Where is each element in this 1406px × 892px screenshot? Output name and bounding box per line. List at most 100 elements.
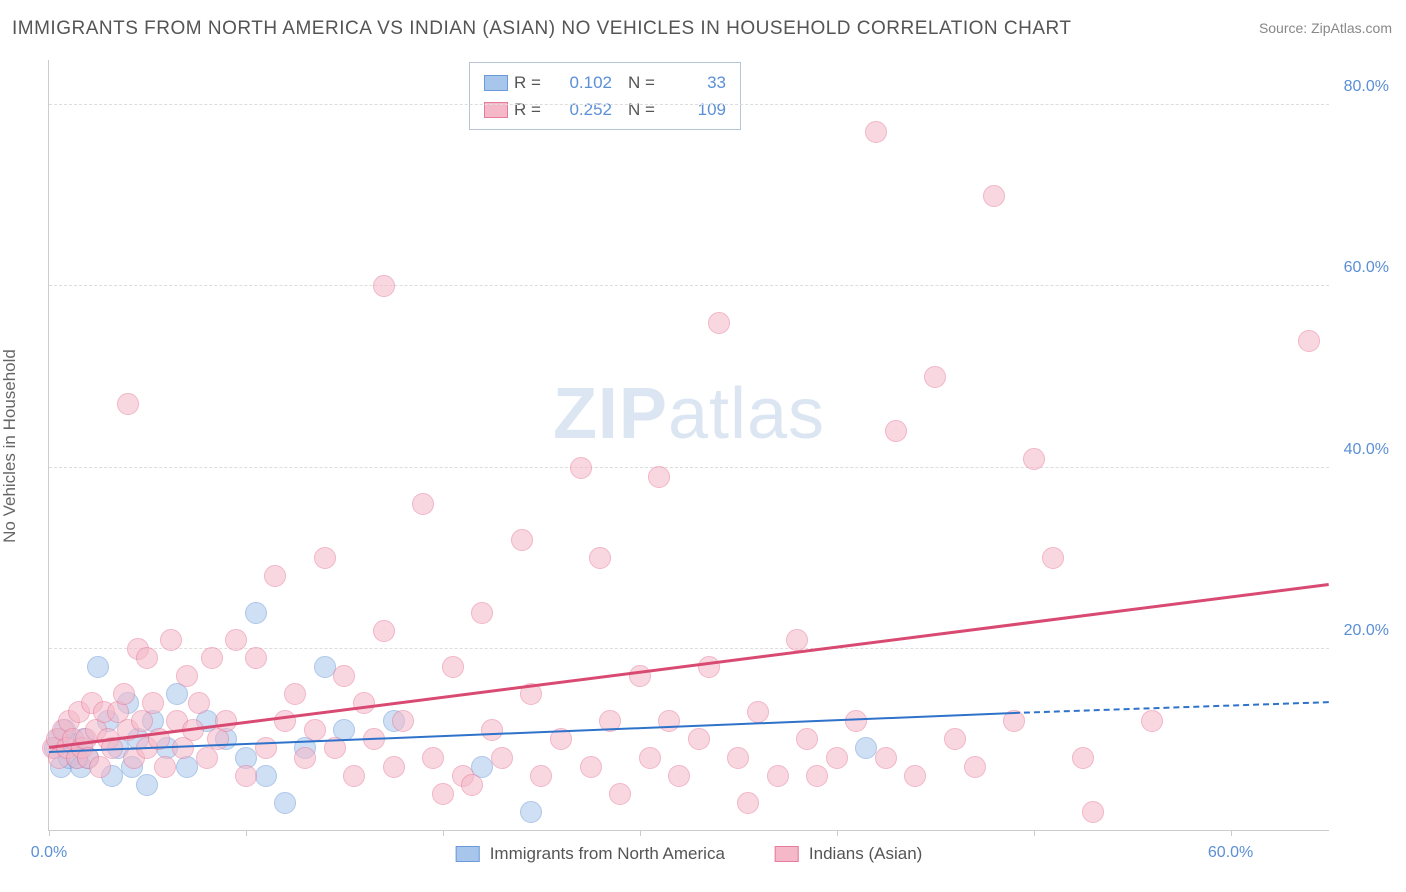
data-point [188, 692, 210, 714]
data-point [87, 656, 109, 678]
data-point [225, 629, 247, 651]
legend-row: R =0.102N =33 [484, 69, 726, 96]
source-attribution: Source: ZipAtlas.com [1259, 20, 1392, 36]
data-point [826, 747, 848, 769]
data-point [264, 565, 286, 587]
data-point [136, 647, 158, 669]
data-point [796, 728, 818, 750]
data-point [255, 737, 277, 759]
x-tick [443, 830, 444, 836]
data-point [201, 647, 223, 669]
data-point [176, 665, 198, 687]
legend-item: Immigrants from North America [456, 844, 725, 864]
legend-swatch [775, 846, 799, 862]
data-point [245, 602, 267, 624]
data-point [668, 765, 690, 787]
data-point [314, 656, 336, 678]
data-point [304, 719, 326, 741]
legend-swatch [484, 75, 508, 91]
data-point [1072, 747, 1094, 769]
legend-n-label: N = [628, 96, 662, 123]
data-point [855, 737, 877, 759]
source-label: Source: [1259, 20, 1307, 36]
watermark-bold: ZIP [553, 374, 668, 454]
legend-r-label: R = [514, 96, 548, 123]
y-tick-label: 80.0% [1344, 78, 1389, 96]
data-point [609, 783, 631, 805]
data-point [373, 620, 395, 642]
data-point [885, 420, 907, 442]
data-point [284, 683, 306, 705]
chart-title: IMMIGRANTS FROM NORTH AMERICA VS INDIAN … [12, 18, 1072, 40]
scatter-chart: ZIPatlas R =0.102N =33R =0.252N =109 Imm… [48, 60, 1329, 831]
x-tick [640, 830, 641, 836]
legend-n-value: 33 [668, 69, 726, 96]
x-tick [49, 830, 50, 836]
data-point [117, 393, 139, 415]
data-point [1042, 547, 1064, 569]
data-point [154, 756, 176, 778]
data-point [698, 656, 720, 678]
x-tick [1231, 830, 1232, 836]
legend-r-value: 0.102 [554, 69, 612, 96]
trend-line [49, 583, 1329, 749]
data-point [639, 747, 661, 769]
data-point [353, 692, 375, 714]
data-point [865, 121, 887, 143]
data-point [255, 765, 277, 787]
data-point [113, 683, 135, 705]
data-point [767, 765, 789, 787]
data-point [1141, 710, 1163, 732]
data-point [658, 710, 680, 732]
legend-item: Indians (Asian) [775, 844, 922, 864]
legend-row: R =0.252 N =109 [484, 96, 726, 123]
data-point [392, 710, 414, 732]
x-tick [1034, 830, 1035, 836]
data-point [471, 602, 493, 624]
legend-swatch [456, 846, 480, 862]
data-point [343, 765, 365, 787]
data-point [491, 747, 513, 769]
data-point [589, 547, 611, 569]
data-point [1298, 330, 1320, 352]
data-point [432, 783, 454, 805]
x-tick-label: 60.0% [1208, 844, 1253, 862]
correlation-legend: R =0.102N =33R =0.252 N =109 [469, 62, 741, 130]
data-point [383, 756, 405, 778]
data-point [142, 692, 164, 714]
data-point [904, 765, 926, 787]
data-point [314, 547, 336, 569]
data-point [333, 665, 355, 687]
data-point [136, 774, 158, 796]
data-point [274, 710, 296, 732]
y-tick-label: 40.0% [1344, 441, 1389, 459]
data-point [274, 792, 296, 814]
data-point [160, 629, 182, 651]
data-point [747, 701, 769, 723]
data-point [845, 710, 867, 732]
x-tick-label: 0.0% [31, 844, 67, 862]
legend-label: Immigrants from North America [490, 844, 725, 864]
data-point [422, 747, 444, 769]
y-tick-label: 20.0% [1344, 622, 1389, 640]
x-tick [837, 830, 838, 836]
data-point [924, 366, 946, 388]
legend-r-value: 0.252 [554, 96, 612, 123]
y-axis-label: No Vehicles in Household [0, 349, 20, 543]
data-point [964, 756, 986, 778]
watermark-rest: atlas [668, 374, 825, 454]
series-legend: Immigrants from North America Indians (As… [456, 844, 923, 864]
data-point [1023, 448, 1045, 470]
source-name[interactable]: ZipAtlas.com [1311, 20, 1392, 36]
legend-n-value: 109 [668, 96, 726, 123]
watermark: ZIPatlas [553, 373, 825, 455]
data-point [688, 728, 710, 750]
x-tick [246, 830, 247, 836]
data-point [875, 747, 897, 769]
data-point [786, 629, 808, 651]
data-point [461, 774, 483, 796]
legend-label: Indians (Asian) [809, 844, 922, 864]
data-point [215, 710, 237, 732]
data-point [442, 656, 464, 678]
data-point [708, 312, 730, 334]
